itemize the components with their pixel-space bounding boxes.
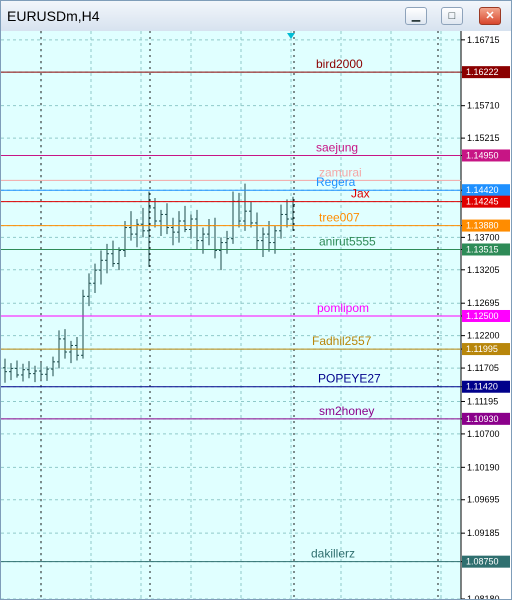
close-icon: ✕ (485, 10, 495, 22)
level-label-bird2000: bird2000 (316, 57, 363, 71)
y-tick-label: 1.10190 (467, 462, 500, 472)
price-tag-text-pomlipom: 1.12500 (466, 311, 499, 321)
price-tag-text-saejung: 1.14950 (466, 150, 499, 160)
maximize-button[interactable]: □ (441, 7, 463, 25)
y-tick-label: 1.13700 (467, 232, 500, 242)
y-tick-label: 1.16715 (467, 35, 500, 45)
level-label-POPEYE27: POPEYE27 (318, 372, 381, 386)
price-tag-pomlipom (462, 309, 510, 322)
price-tag-Fadhil2557 (462, 343, 510, 356)
price-tag-dakillerz (462, 555, 510, 568)
level-label-tree007: tree007 (319, 211, 360, 225)
y-tick-label: 1.13205 (467, 265, 500, 275)
price-tag-sm2honey (462, 412, 510, 425)
y-tick-label: 1.12695 (467, 298, 500, 308)
y-tick-label: 1.15215 (467, 133, 500, 143)
chart-background (1, 31, 511, 599)
price-tag-text-bird2000: 1.16222 (466, 67, 499, 77)
title-bar[interactable]: EURUSDm,H4 ▁ □ ✕ (1, 1, 511, 32)
level-label-Jax: Jax (351, 187, 370, 201)
price-tag-text-tree007: 1.13880 (466, 221, 499, 231)
price-tag-text-Fadhil2557: 1.11995 (466, 344, 498, 354)
price-tag-saejung (462, 149, 510, 162)
y-tick-label: 1.10700 (467, 429, 500, 439)
price-tag-Regera (462, 184, 510, 197)
window-title: EURUSDm,H4 (7, 8, 100, 24)
y-tick-label: 1.09695 (467, 495, 500, 505)
minimize-icon: ▁ (411, 10, 421, 22)
level-label-Fadhil2557: Fadhil2557 (312, 334, 372, 348)
price-tag-bird2000 (462, 66, 510, 79)
level-label-anirut5555: anirut5555 (319, 234, 376, 248)
price-tag-POPEYE27 (462, 380, 510, 393)
price-tag-text-POPEYE27: 1.11420 (466, 382, 498, 392)
level-label-saejung: saejung (316, 140, 358, 154)
level-label-Regera: Regera (316, 175, 356, 189)
y-tick-label: 1.11195 (467, 396, 498, 406)
y-tick-label: 1.12200 (467, 331, 500, 341)
price-tag-tree007 (462, 219, 510, 232)
price-chart[interactable]: 1.16715 1.16222 1.15710 1.15215 1.14950 1.144… (1, 31, 511, 599)
level-label-sm2honey: sm2honey (319, 404, 374, 418)
price-tag-text-Regera: 1.14420 (466, 185, 499, 195)
shift-marker-icon[interactable] (287, 33, 295, 39)
minimize-button[interactable]: ▁ (405, 7, 427, 25)
level-label-pomlipom: pomlipom (317, 301, 369, 315)
price-tag-text-sm2honey: 1.10930 (466, 414, 499, 424)
y-tick-label: 1.08180 (467, 594, 500, 599)
y-tick-label: 1.09185 (467, 528, 500, 538)
price-tag-anirut5555 (462, 243, 510, 256)
maximize-icon: □ (448, 10, 456, 22)
price-tag-text-dakillerz: 1.08750 (466, 557, 499, 567)
level-label-dakillerz: dakillerz (311, 547, 355, 561)
price-tag-text-anirut5555: 1.13515 (466, 244, 499, 254)
price-tag-Jax (462, 195, 510, 208)
y-tick-label: 1.11705 (467, 363, 499, 373)
price-tag-text-Jax: 1.14245 (466, 197, 499, 207)
chart-canvas[interactable]: 1.16715 1.16222 1.15710 1.15215 1.14950 1.144… (1, 31, 511, 599)
level-label-zamurai: zamurai (319, 165, 362, 179)
close-button[interactable]: ✕ (479, 7, 501, 25)
y-tick-label: 1.15710 (467, 101, 500, 111)
